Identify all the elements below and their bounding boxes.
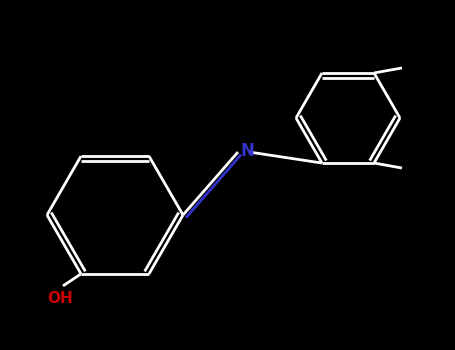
Text: N: N <box>240 142 254 160</box>
Text: OH: OH <box>47 291 73 306</box>
